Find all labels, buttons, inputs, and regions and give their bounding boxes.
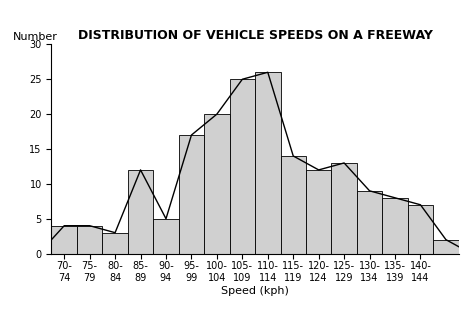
Bar [408,205,433,254]
Bar [255,72,280,254]
Bar [357,191,382,254]
Bar [102,233,128,254]
Bar [154,219,179,254]
Bar [230,79,255,254]
Bar [77,226,102,254]
Bar [51,226,77,254]
Title: DISTRIBUTION OF VEHICLE SPEEDS ON A FREEWAY: DISTRIBUTION OF VEHICLE SPEEDS ON A FREE… [78,29,432,42]
Bar [331,163,357,254]
Bar [433,240,459,254]
X-axis label: Speed (kph): Speed (kph) [221,286,289,296]
Bar [204,114,230,254]
Bar [306,170,331,254]
Text: Number: Number [13,32,58,42]
Bar [382,198,408,254]
Bar [128,170,154,254]
Bar [280,156,306,254]
Bar [179,135,204,254]
